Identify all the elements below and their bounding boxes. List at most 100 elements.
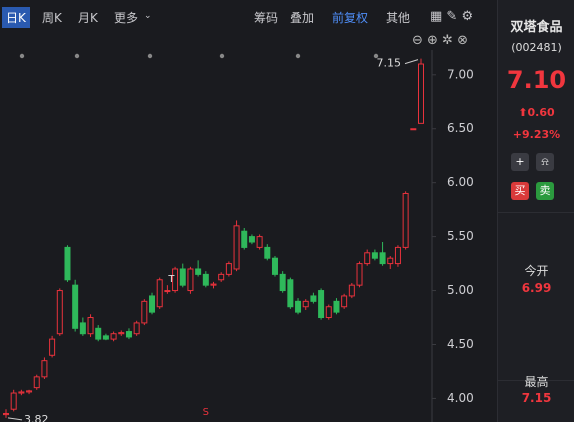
period-tab[interactable]: 月K	[78, 11, 98, 25]
candle-body	[310, 295, 317, 302]
candle-body	[302, 300, 309, 308]
candle-body	[341, 295, 348, 308]
quote-panel: 双塔食品 (002481) 7.10 ⬆0.60 +9.23% + ⍾ 买 卖 …	[497, 0, 574, 422]
candle-body	[325, 306, 332, 319]
candle-body	[26, 390, 33, 393]
stat-label: 今开	[524, 264, 549, 278]
candle-body	[371, 252, 378, 259]
candle-body	[149, 295, 156, 313]
sell-button[interactable]: 卖	[536, 182, 554, 200]
toolbar-icons[interactable]: ▦ ✎ ⚙	[430, 9, 474, 24]
candle-body	[18, 391, 25, 394]
candle-body	[133, 322, 140, 335]
stat-value: 6.99	[521, 281, 552, 295]
divider	[498, 212, 574, 381]
candle-body	[295, 300, 302, 313]
candle-body	[364, 252, 371, 265]
candle-body	[179, 268, 186, 286]
candle-body	[118, 332, 125, 335]
marker-dot	[295, 53, 301, 59]
candle-body	[41, 360, 48, 378]
stat-value: 7.15	[521, 391, 552, 405]
up-arrow: ⬆	[518, 106, 528, 119]
change: ⬆0.60	[498, 106, 574, 119]
candle-body	[348, 284, 355, 297]
y-tick-label: 5.50	[447, 229, 474, 243]
high-pointer	[404, 59, 419, 65]
candle-body	[394, 246, 401, 265]
chart: 4.00 4.50 5.00 5.50 6.00 6.50 7.00 7.15 3.82 T S	[3, 50, 474, 422]
y-tick-label: 4.50	[447, 337, 474, 351]
candle-body	[279, 273, 286, 292]
candle-body	[379, 252, 386, 265]
marker-dot	[147, 53, 153, 59]
candle-body	[72, 284, 79, 329]
candle-body	[410, 128, 417, 131]
y-tick-label: 6.50	[447, 121, 474, 135]
price: 7.10	[506, 66, 567, 94]
candle-body	[195, 268, 202, 275]
marker-dot	[19, 53, 25, 59]
more-menu[interactable]: 更多	[114, 11, 139, 25]
candle-body	[233, 225, 240, 270]
candle-body	[287, 279, 294, 308]
period-tab[interactable]: 周K	[42, 11, 62, 25]
tool[interactable]: 筹码	[254, 11, 279, 25]
tool[interactable]: 前复权	[332, 11, 369, 25]
y-tick-label: 5.00	[447, 283, 474, 297]
candle-body	[210, 283, 217, 286]
y-tick-label: 6.00	[447, 175, 474, 189]
y-tick-label: 7.00	[447, 67, 474, 81]
candle-body	[333, 300, 340, 313]
candle-body	[356, 263, 363, 286]
candle-body	[3, 413, 9, 416]
candle-body	[87, 317, 94, 335]
event-mark: S	[203, 407, 209, 418]
candle-body	[402, 192, 409, 248]
candle-body	[256, 236, 263, 248]
tool[interactable]: 其他	[386, 11, 411, 25]
candle-body	[225, 263, 232, 275]
period-tab[interactable]: 日K	[2, 7, 30, 28]
change-value: 0.60	[527, 106, 555, 119]
candle-body	[241, 230, 248, 248]
event-mark: T	[167, 274, 175, 285]
candle-body	[56, 290, 63, 335]
candle-body	[187, 268, 194, 292]
candle-body	[264, 246, 271, 259]
candle-body	[95, 327, 102, 340]
stat-label: 最高	[524, 375, 549, 389]
tool[interactable]: 叠加	[290, 11, 315, 25]
marker-dot	[219, 53, 225, 59]
candle-body	[271, 257, 278, 275]
add-button[interactable]: +	[511, 153, 529, 171]
candle-body	[318, 290, 325, 319]
chart-controls[interactable]: ⊖ ⊕ ✲ ⊗	[412, 33, 468, 48]
dropdown-icon: ⌄	[144, 11, 152, 21]
candle-body	[248, 236, 255, 243]
candle-body	[110, 333, 117, 340]
candle-body	[125, 331, 132, 338]
candle-body	[202, 273, 209, 286]
candle-body	[64, 246, 71, 281]
low-pointer	[7, 417, 23, 421]
candle-body	[156, 279, 163, 308]
candle-body	[141, 300, 148, 324]
alert-button[interactable]: ⍾	[536, 153, 554, 171]
candle-body	[49, 338, 56, 356]
candle-body	[418, 63, 424, 124]
candle-body	[10, 392, 17, 410]
candle-body	[164, 290, 171, 293]
change-pct: +9.23%	[512, 128, 561, 141]
stock-name: 双塔食品	[510, 20, 563, 35]
buy-button[interactable]: 买	[511, 182, 529, 200]
marker-dot	[373, 53, 379, 59]
y-tick-label: 4.00	[447, 391, 474, 405]
high-label: 7.15	[377, 57, 402, 70]
low-label: 3.82	[24, 413, 49, 422]
candle-body	[218, 273, 225, 281]
candle-body	[172, 268, 179, 292]
candle-body	[102, 335, 109, 340]
candle-body	[79, 322, 86, 335]
stock-code: (002481)	[511, 41, 562, 54]
